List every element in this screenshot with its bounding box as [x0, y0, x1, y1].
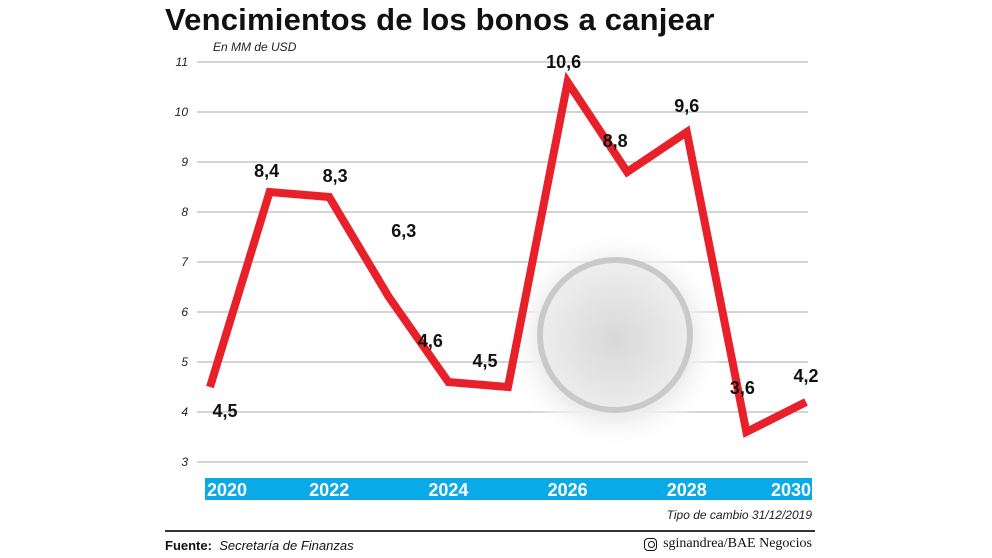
footer-divider: [165, 530, 815, 532]
source-value: Secretaría de Finanzas: [219, 538, 354, 553]
data-label: 4,5: [212, 401, 237, 421]
source-label: Fuente:: [165, 538, 212, 553]
y-tick-label: 7: [181, 255, 189, 269]
x-axis-band: [205, 478, 812, 500]
y-tick-label: 9: [181, 155, 188, 169]
data-label: 10,6: [546, 52, 581, 72]
y-tick-label: 4: [181, 405, 188, 419]
data-label: 4,5: [472, 351, 497, 371]
x-tick-label: 2024: [428, 480, 468, 500]
data-label: 6,3: [391, 221, 416, 241]
instagram-icon: [644, 537, 658, 551]
y-tick-label: 6: [181, 305, 188, 319]
y-tick-label: 5: [181, 355, 188, 369]
data-label: 9,6: [674, 96, 699, 116]
watermark-seal-ring: [537, 257, 693, 413]
y-tick-label: 3: [181, 455, 188, 469]
y-tick-label: 8: [181, 205, 188, 219]
data-label: 8,8: [603, 131, 628, 151]
exchange-rate-note: Tipo de cambio 31/12/2019: [666, 508, 812, 522]
data-label: 8,3: [323, 166, 348, 186]
y-axis-unit: En MM de USD: [213, 40, 297, 54]
data-label: 4,6: [418, 331, 443, 351]
data-label: 3,6: [730, 378, 755, 398]
data-label: 4,2: [793, 366, 818, 386]
y-tick-label: 11: [176, 55, 188, 69]
credit-text: sginandrea/BAE Negocios: [663, 536, 812, 551]
x-tick-label: 2022: [309, 480, 349, 500]
x-tick-label: 2030: [771, 480, 811, 500]
x-tick-label: 2020: [207, 480, 247, 500]
source: Fuente: Secretaría de Finanzas: [165, 538, 354, 553]
x-tick-label: 2026: [548, 480, 588, 500]
chart-title: Vencimientos de los bonos a canjear: [165, 2, 715, 37]
x-tick-label: 2028: [667, 480, 707, 500]
credit: sginandrea/BAE Negocios: [644, 536, 812, 552]
series-line: [206, 71, 808, 438]
y-tick-label: 10: [175, 105, 189, 119]
data-label: 8,4: [254, 161, 279, 181]
